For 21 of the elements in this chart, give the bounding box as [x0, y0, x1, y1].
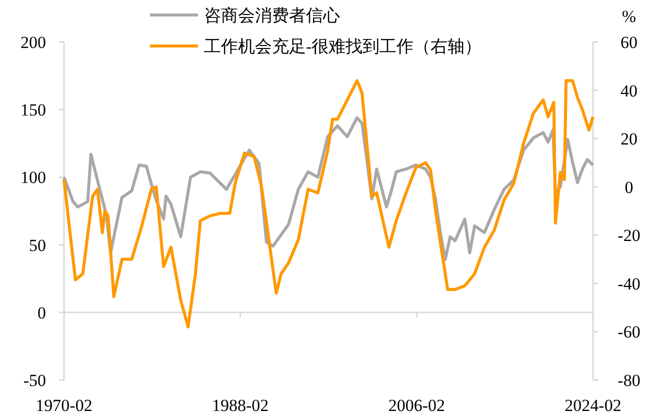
y2-tick-label: -60	[618, 322, 640, 342]
x-tick-label: 1988-02	[212, 396, 269, 415]
y-tick-label: 150	[20, 100, 46, 120]
y-tick-label: 0	[38, 303, 46, 322]
y2-tick-label: 0	[624, 178, 634, 197]
y-tick-label: -50	[23, 371, 46, 390]
y2-tick-label: 60	[620, 33, 638, 52]
y2-tick-label: 20	[620, 130, 638, 149]
y2-tick-label: -80	[618, 371, 640, 390]
y-tick-label: 200	[20, 33, 46, 52]
y2-tick-label: -40	[618, 274, 640, 294]
y-tick-label: 50	[29, 236, 46, 255]
y2-tick-label: 40	[620, 81, 638, 100]
y-tick-label: 100	[20, 168, 46, 188]
x-tick-label: 1970-02	[36, 396, 92, 415]
x-tick-label: 2024-02	[564, 396, 622, 415]
y2-axis-title: %	[622, 7, 636, 26]
legend-label: 工作机会充足-很难找到工作（右轴）	[204, 37, 482, 56]
x-tick-label: 2006-02	[388, 396, 446, 415]
y2-tick-label: -20	[618, 226, 640, 246]
legend-label: 咨商会消费者信心	[204, 6, 340, 25]
